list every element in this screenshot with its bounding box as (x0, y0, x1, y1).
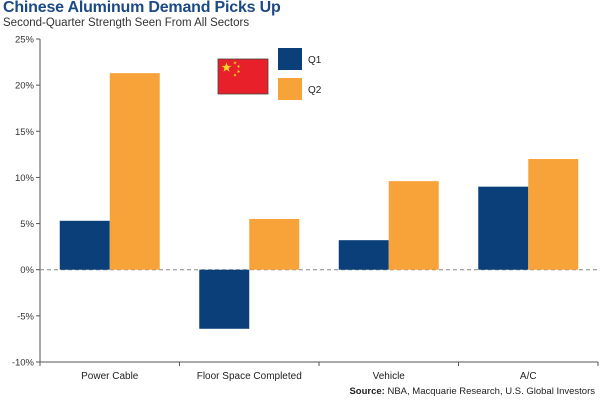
bar-q2 (249, 218, 300, 270)
x-tick-label: Floor Space Completed (197, 371, 302, 382)
legend-swatch-q2 (278, 78, 302, 100)
y-tick-label: -5% (17, 311, 34, 322)
y-tick-label: 25% (15, 35, 35, 46)
bar-q1 (338, 240, 389, 270)
y-tick-label: 20% (15, 81, 35, 92)
bar-q1 (59, 220, 110, 270)
china-flag-icon (217, 58, 269, 95)
x-tick-label: A/C (520, 371, 537, 382)
y-tick-label: 15% (15, 127, 35, 138)
bar-q1 (478, 186, 529, 270)
legend-label-q1: Q1 (308, 55, 322, 66)
legend-label-q2: Q2 (308, 85, 322, 96)
chart-subtitle: Second-Quarter Strength Seen From All Se… (3, 17, 250, 29)
y-tick-label: 0% (20, 265, 34, 276)
source-text: NBA, Macquarie Research, U.S. Global Inv… (387, 386, 595, 397)
x-tick-label: Vehicle (373, 371, 406, 382)
chart-title: Chinese Aluminum Demand Picks Up (3, 0, 281, 16)
bar-q2 (528, 158, 579, 270)
bar-q2 (109, 73, 160, 270)
bar-q2 (388, 181, 439, 270)
source-label: Source: (349, 386, 385, 397)
legend-swatch-q1 (278, 48, 302, 70)
y-tick-label: 10% (15, 173, 35, 184)
y-tick-label: 5% (20, 219, 34, 230)
y-tick-label: -10% (12, 358, 35, 369)
source-note: Source: NBA, Macquarie Research, U.S. Gl… (349, 386, 595, 397)
x-tick-label: Power Cable (81, 371, 139, 382)
bar-q1 (199, 269, 250, 329)
